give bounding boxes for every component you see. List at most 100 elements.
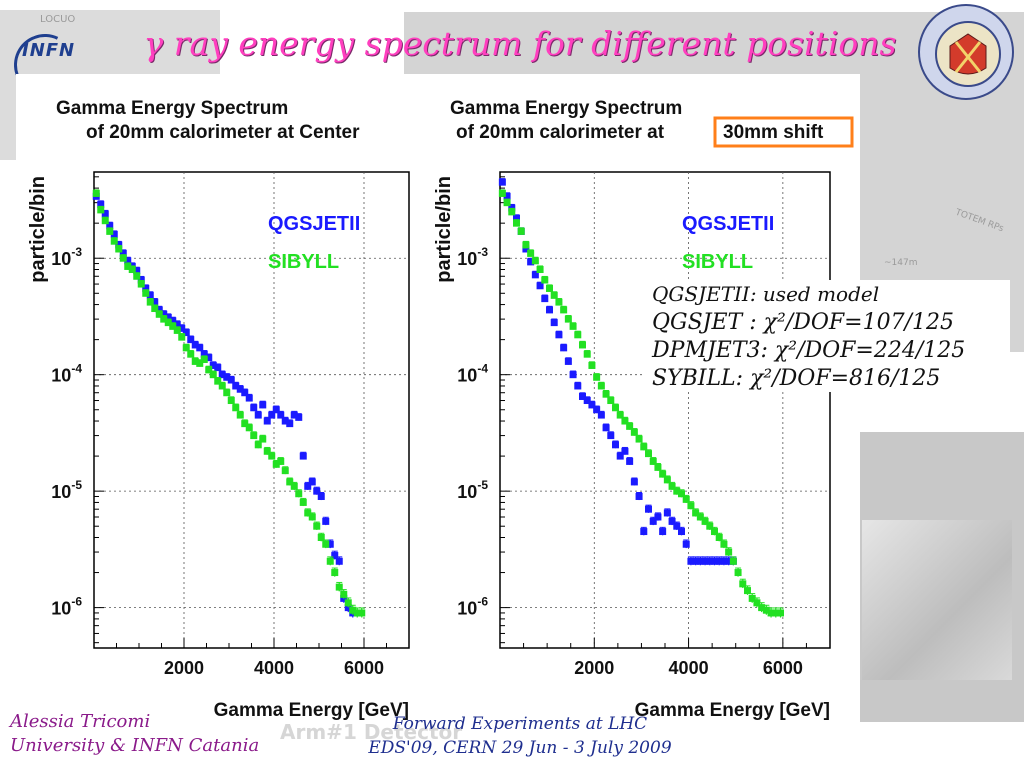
x-tick-label: 6000 — [763, 658, 803, 678]
y-tick-exponent: -5 — [477, 478, 488, 492]
y-axis-label: particle/bin — [433, 176, 455, 283]
data-point — [597, 382, 605, 390]
x-tick-label: 2000 — [574, 658, 614, 678]
data-point — [322, 517, 330, 525]
plot-frame — [499, 171, 831, 649]
data-point — [692, 557, 700, 565]
x-tick-label: 4000 — [669, 658, 709, 678]
slide-title: γ ray energy spectrum for different posi… — [143, 24, 897, 63]
y-tick-label: 10-5 — [457, 478, 488, 502]
data-point — [663, 509, 671, 517]
y-tick-exponent: -4 — [477, 362, 488, 376]
background-label-distance: ~147m — [884, 258, 918, 268]
data-point — [124, 262, 132, 270]
y-tick-exponent: -6 — [71, 595, 82, 609]
data-point — [668, 517, 676, 525]
data-point — [160, 310, 168, 318]
background-label-totem: TOTEM RPs — [953, 207, 1005, 235]
footer-conference: Forward Experiments at LHC — [392, 714, 648, 734]
data-point — [277, 411, 285, 419]
infn-logo-text: INFN — [22, 40, 76, 61]
footer-conference-block: Forward Experiments at LHC EDS'09, CERN … — [330, 712, 710, 760]
data-point — [349, 606, 357, 614]
data-point — [286, 420, 294, 428]
data-point — [682, 540, 690, 548]
data-point — [178, 333, 186, 341]
data-point — [268, 452, 276, 460]
footer-watermark: Arm#1 Detector — [280, 720, 463, 744]
data-point — [758, 604, 766, 612]
data-point — [295, 490, 303, 498]
x-tick-label: 4000 — [254, 658, 294, 678]
data-point — [682, 495, 690, 503]
data-point — [564, 315, 572, 323]
data-point — [358, 609, 366, 617]
data-point — [513, 219, 520, 227]
data-point — [196, 359, 204, 367]
data-point — [110, 237, 118, 245]
chart-title-highlight: 30mm shift — [723, 122, 824, 143]
data-point — [720, 557, 728, 565]
data-point — [268, 411, 276, 419]
data-point — [209, 361, 217, 369]
data-point — [522, 245, 530, 253]
data-point — [744, 587, 751, 595]
data-point — [295, 413, 303, 421]
y-tick-exponent: -6 — [477, 595, 488, 609]
data-point — [286, 478, 294, 486]
data-point — [317, 533, 325, 541]
x-tick-label: 6000 — [344, 658, 384, 678]
data-point — [536, 282, 544, 290]
data-point — [498, 178, 506, 186]
seal-emblem — [935, 21, 1001, 87]
data-point — [214, 377, 222, 385]
data-point — [541, 295, 549, 303]
y-tick-label: 10-3 — [51, 245, 82, 269]
data-point — [322, 540, 330, 548]
plot-center: Gamma Energy Spectrum of 20mm calorimeter… — [27, 98, 410, 721]
data-point — [173, 320, 181, 328]
data-point — [142, 284, 150, 292]
data-point — [753, 599, 761, 607]
data-point — [772, 609, 780, 617]
data-point — [164, 313, 172, 321]
data-point — [133, 272, 141, 280]
data-point — [205, 366, 213, 374]
y-tick-exponent: -3 — [477, 245, 488, 259]
data-point — [223, 389, 231, 397]
data-point — [218, 382, 226, 390]
data-point — [182, 344, 190, 352]
data-point — [313, 522, 321, 530]
background-label-top: LOCUO — [40, 14, 76, 25]
y-tick-label: 10-5 — [51, 478, 82, 502]
data-point — [191, 341, 199, 349]
chart-title-line1: Gamma Energy Spectrum — [450, 98, 682, 119]
footer-affiliation: University & INFN Catania — [10, 735, 260, 756]
data-point — [205, 354, 213, 362]
data-point — [531, 257, 539, 265]
y-tick-base: 10 — [457, 366, 477, 386]
legend-entry-sibyll: SIBYLL — [682, 251, 753, 273]
data-point — [659, 528, 667, 536]
data-point — [607, 397, 615, 405]
data-point — [335, 557, 343, 565]
data-point — [119, 249, 127, 257]
footer-event: EDS'09, CERN 29 Jun - 3 July 2009 — [368, 738, 672, 758]
data-point — [331, 569, 339, 577]
data-point — [635, 435, 643, 443]
data-point — [317, 492, 325, 500]
data-point — [588, 401, 596, 409]
data-point — [607, 432, 615, 440]
infn-logo: INFN — [5, 25, 88, 105]
data-point — [673, 522, 681, 530]
data-point — [513, 214, 520, 222]
data-point — [564, 357, 572, 365]
y-tick-label: 10-6 — [457, 595, 488, 619]
footer-author-block: Alessia Tricomi University & INFN Catani… — [10, 710, 259, 758]
model-line-qgsjet: QGSJET : χ²/DOF=107/125 — [652, 310, 954, 335]
series-sibyll — [92, 189, 366, 618]
data-point — [706, 557, 714, 565]
chart-title-line2: of 20mm calorimeter at — [456, 122, 665, 143]
data-point — [612, 441, 619, 449]
background-detector-render — [862, 520, 1012, 680]
